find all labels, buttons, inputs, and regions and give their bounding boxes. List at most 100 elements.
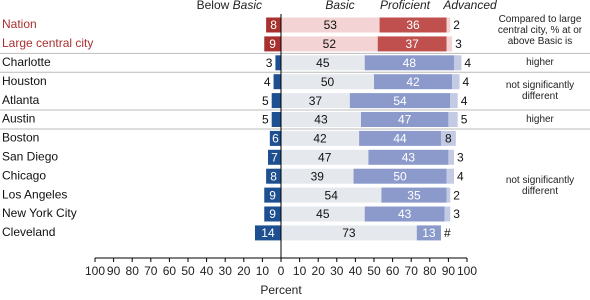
value-label: 8 xyxy=(270,18,277,32)
value-label: 54 xyxy=(325,188,339,202)
category-label: Los Angeles xyxy=(2,187,67,201)
bar-segment xyxy=(416,225,441,241)
bar-segment xyxy=(273,74,281,90)
value-label: 47 xyxy=(318,150,332,164)
comparison-label: not significantly different xyxy=(505,80,575,103)
value-label: # xyxy=(444,226,451,240)
value-label: 3 xyxy=(457,150,464,164)
x-tick-label: 70 xyxy=(405,264,419,278)
value-label: 36 xyxy=(406,18,420,32)
value-label: 43 xyxy=(402,150,416,164)
x-tick-label: 10 xyxy=(293,264,307,278)
bar-segment xyxy=(281,130,360,146)
comparison-label: not significantly different xyxy=(505,174,575,197)
bar-segment xyxy=(360,112,449,127)
bar-segment xyxy=(364,55,454,71)
value-label: 9 xyxy=(269,207,276,221)
bar-segment xyxy=(377,36,447,52)
bar-segment xyxy=(448,149,454,165)
value-label: 44 xyxy=(393,132,407,146)
x-tick-label: 80 xyxy=(423,264,437,278)
comparison-note: Compared to large central city, % at or … xyxy=(497,14,583,47)
value-label: 7 xyxy=(271,150,278,164)
value-label: 9 xyxy=(269,37,276,51)
category-label: Nation xyxy=(2,17,37,31)
value-label: 42 xyxy=(406,75,420,89)
bar-segment xyxy=(364,206,445,222)
category-label: Houston xyxy=(2,74,47,88)
bar-segment xyxy=(275,55,281,71)
bar-segment xyxy=(266,17,281,33)
value-label: 73 xyxy=(342,226,356,240)
legend-label: Advanced xyxy=(442,0,497,12)
bar-segment xyxy=(446,187,451,203)
bar-segment xyxy=(281,74,374,90)
x-tick-label: 100 xyxy=(457,264,477,278)
value-label: 5 xyxy=(262,94,269,108)
x-tick-label: 30 xyxy=(330,264,344,278)
value-label: 6 xyxy=(272,132,279,146)
category-label: Charlotte xyxy=(2,55,51,69)
value-label: 5 xyxy=(262,113,269,127)
value-label: 43 xyxy=(314,113,328,127)
bar-segment xyxy=(374,74,453,90)
bar-segment xyxy=(446,17,451,33)
value-label: 8 xyxy=(445,132,452,146)
value-label: 50 xyxy=(321,75,335,89)
x-axis-title: Percent xyxy=(260,283,302,297)
bar-segment xyxy=(264,36,281,52)
value-label: 45 xyxy=(316,56,330,70)
bar-segment xyxy=(446,168,454,184)
value-label: 4 xyxy=(461,94,468,108)
bar-segment xyxy=(266,168,281,184)
bar-segment xyxy=(281,206,365,222)
x-tick-label: 50 xyxy=(181,264,195,278)
value-label: 9 xyxy=(269,188,276,202)
bar-segment xyxy=(281,168,354,184)
bar-segment xyxy=(281,187,382,203)
legend-label: Proficient xyxy=(380,0,431,12)
value-label: 4 xyxy=(264,75,271,89)
bar-segment xyxy=(359,130,441,146)
bar-segment xyxy=(281,225,417,241)
bar-segment xyxy=(264,206,281,222)
x-tick-label: 90 xyxy=(442,264,456,278)
x-tick-label: 80 xyxy=(126,264,140,278)
bar-segment xyxy=(281,93,350,109)
bar-segment xyxy=(264,187,281,203)
x-tick-label: 60 xyxy=(386,264,400,278)
x-tick-label: 40 xyxy=(349,264,363,278)
value-label: 42 xyxy=(313,132,327,146)
bar-segment xyxy=(368,149,449,165)
value-label: 43 xyxy=(398,207,412,221)
value-label: 50 xyxy=(393,169,407,183)
value-label: 3 xyxy=(453,207,460,221)
value-label: 14 xyxy=(261,226,275,240)
category-label: Boston xyxy=(2,131,39,145)
value-label: 5 xyxy=(461,113,468,127)
bar-segment xyxy=(281,36,378,52)
bar-segment xyxy=(269,130,281,146)
x-tick-label: 10 xyxy=(256,264,270,278)
x-tick-label: 40 xyxy=(200,264,214,278)
bar-segment xyxy=(440,130,456,146)
x-tick-label: 0 xyxy=(278,264,285,278)
value-label: 37 xyxy=(309,94,323,108)
x-tick-label: 50 xyxy=(367,264,381,278)
comparison-label: higher xyxy=(526,114,554,125)
bar-segment xyxy=(271,112,281,127)
bar-segment xyxy=(381,187,447,203)
bar-segment xyxy=(271,93,281,109)
bar-segment xyxy=(267,149,281,165)
category-label: New York City xyxy=(2,206,77,220)
x-tick-label: 70 xyxy=(144,264,158,278)
x-tick-label: 30 xyxy=(219,264,233,278)
bar-segment xyxy=(446,36,453,52)
value-label: 47 xyxy=(398,113,412,127)
category-label: San Diego xyxy=(2,149,58,163)
bar-segment xyxy=(450,93,458,109)
bar-segment xyxy=(444,206,451,222)
bar-segment xyxy=(453,55,462,71)
